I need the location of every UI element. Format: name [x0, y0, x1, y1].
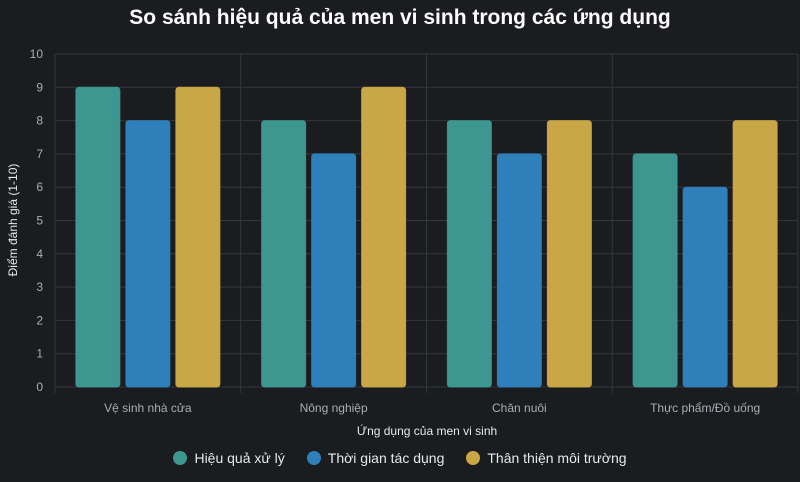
legend-label: Hiệu quả xử lý [194, 450, 285, 466]
x-tick-label: Vệ sinh nhà cửa [104, 401, 192, 415]
y-tick-label: 2 [36, 313, 43, 327]
y-tick-label: 8 [36, 114, 43, 128]
x-axis-title: Ứng dụng của men vi sinh [357, 423, 497, 438]
legend: Hiệu quả xử lý Thời gian tác dụng Thân thi… [0, 450, 800, 466]
chart-title: So sánh hiệu quả của men vi sinh trong c… [129, 6, 671, 29]
y-tick-label: 5 [36, 214, 43, 228]
legend-swatch [466, 451, 481, 465]
bar [311, 153, 357, 388]
legend-swatch [306, 451, 321, 465]
y-tick-label: 0 [36, 380, 43, 394]
bar [732, 120, 778, 388]
y-tick-label: 3 [36, 280, 43, 294]
bar [446, 120, 492, 388]
y-tick-label: 4 [36, 247, 43, 261]
x-axis-ticks: Vệ sinh nhà cửa Nông nghiệp Chăn nuôi Thực … [104, 401, 760, 415]
legend-label: Thân thiện môi trường [487, 450, 627, 466]
y-tick-label: 6 [36, 180, 43, 194]
y-tick-label: 9 [36, 80, 43, 94]
legend-label: Thời gian tác dụng [327, 450, 445, 466]
y-tick-label: 7 [36, 147, 43, 161]
x-tick-label: Chăn nuôi [492, 401, 547, 415]
legend-swatch [173, 451, 188, 465]
bar [682, 186, 728, 388]
x-tick-label: Thực phẩm/Đồ uống [650, 401, 760, 415]
y-tick-label: 1 [36, 347, 43, 361]
y-axis-title: Điểm đánh giá (1-10) [6, 164, 20, 277]
bar [75, 86, 121, 388]
bars [75, 86, 778, 388]
bar [361, 86, 407, 388]
x-tick-label: Nông nghiệp [300, 401, 368, 415]
bar [496, 153, 542, 388]
bar [125, 120, 171, 388]
legend-item[interactable]: Hiệu quả xử lý [173, 450, 285, 466]
bar [175, 86, 221, 388]
legend-item[interactable]: Thân thiện môi trường [466, 450, 627, 466]
y-tick-label: 10 [30, 47, 44, 61]
legend-item[interactable]: Thời gian tác dụng [306, 450, 445, 466]
bar [546, 120, 592, 388]
y-axis-ticks: 0 1 2 3 4 5 6 7 8 9 10 [30, 47, 44, 394]
bar [632, 153, 678, 388]
bar [261, 120, 307, 388]
